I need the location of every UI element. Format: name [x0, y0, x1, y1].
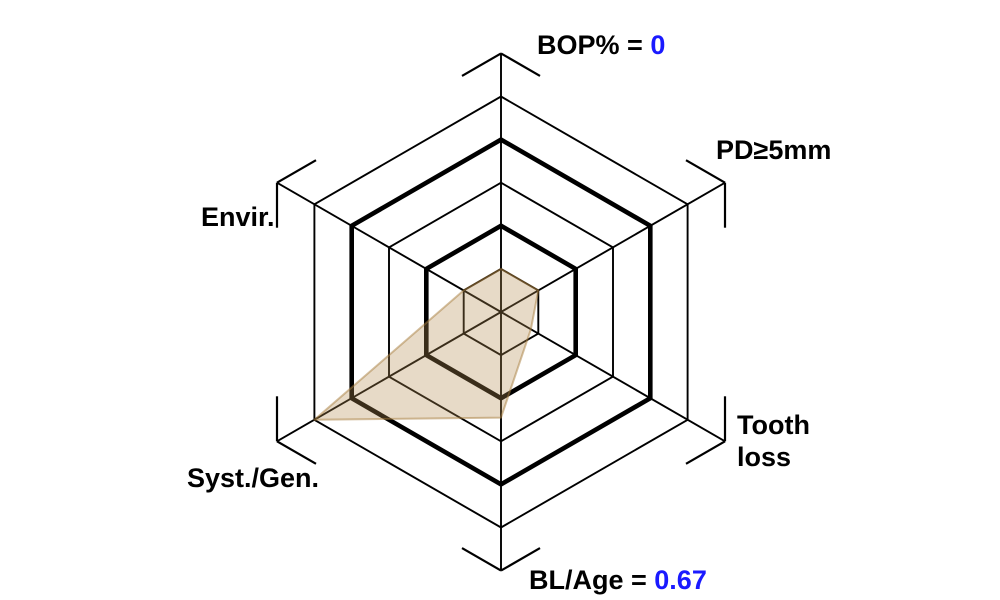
- corner-tick-bl: [461, 547, 502, 572]
- data-polygon: [313, 267, 540, 421]
- axis-spoke-tooth: [500, 311, 726, 443]
- corner-tick-bop: [500, 52, 541, 77]
- axis-label-tooth-loss: Tooth loss: [737, 409, 810, 473]
- axis-label-text: PD≥5mm: [716, 135, 832, 165]
- axis-label-text: Envir.: [201, 202, 275, 232]
- equals-text: =: [619, 30, 651, 60]
- axis-value-text: 0: [650, 30, 666, 60]
- axis-label-envir: Envir.: [201, 201, 275, 233]
- corner-ticks: [275, 52, 727, 572]
- risk-data-polygon: [313, 267, 540, 421]
- corner-tick-pd: [685, 159, 726, 184]
- corner-tick-bl: [500, 547, 541, 572]
- corner-tick-bop: [461, 52, 502, 77]
- axis-label-text: BOP%: [537, 30, 620, 60]
- axis-label-bop: BOP% = 0: [537, 29, 665, 61]
- axis-label-pd: PD≥5mm: [716, 134, 831, 166]
- equals-text: =: [623, 565, 655, 595]
- axis-label-text: Syst./Gen.: [187, 463, 320, 493]
- corner-tick-tooth: [685, 440, 726, 465]
- axis-value-text: 0.67: [654, 565, 707, 595]
- corner-tick-envir: [276, 159, 317, 184]
- axis-label-syst-gen: Syst./Gen.: [187, 462, 319, 494]
- axis-label-text: BL/Age: [529, 565, 624, 595]
- axis-label-bl-age: BL/Age = 0.67: [529, 564, 707, 596]
- axis-label-text: Tooth loss: [737, 410, 810, 472]
- corner-tick-syst: [276, 440, 317, 465]
